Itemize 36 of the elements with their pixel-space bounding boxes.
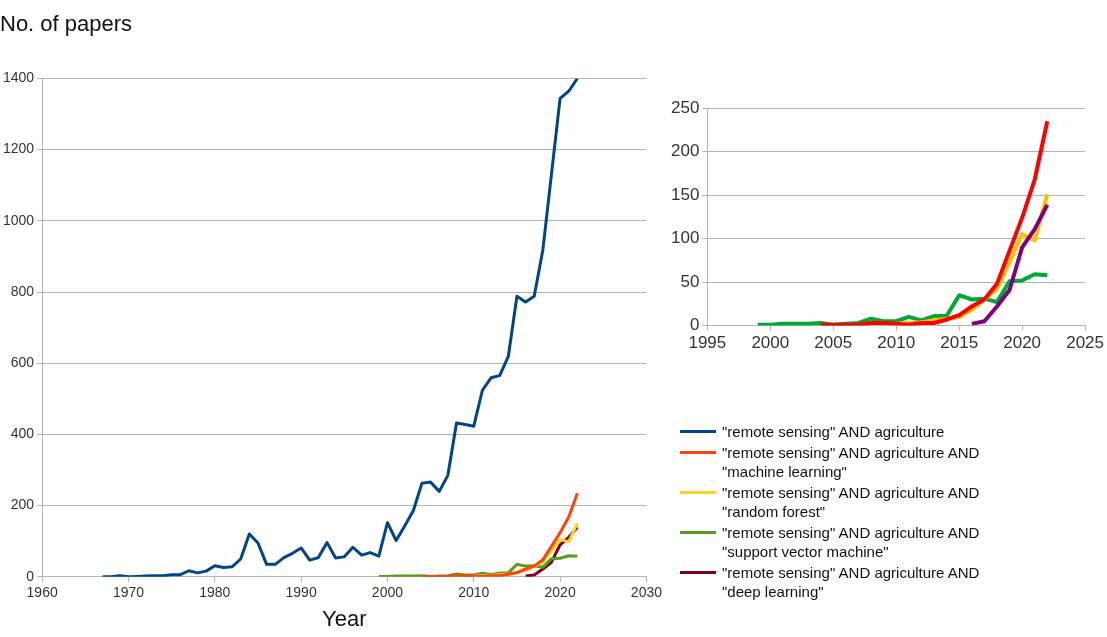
x-tick-label: 2005 bbox=[814, 333, 853, 353]
x-tick-label: 2020 bbox=[544, 584, 576, 601]
y-tick-label: 200 bbox=[10, 496, 35, 513]
x-axis-title: Year bbox=[322, 605, 367, 631]
x-tick-label: 2020 bbox=[1003, 333, 1042, 353]
x-tick-label: 1970 bbox=[112, 584, 145, 601]
legend-label: "remote sensing" AND agriculture AND "support vector machine" bbox=[722, 523, 981, 561]
legend-label: "remote sensing" AND agriculture bbox=[722, 422, 946, 441]
y-tick-label: 400 bbox=[10, 425, 35, 442]
y-tick-label: 1000 bbox=[2, 211, 35, 228]
x-tick-label: 2030 bbox=[630, 584, 663, 601]
x-tick-label: 2010 bbox=[458, 584, 490, 601]
x-tick-label: 1995 bbox=[688, 333, 727, 353]
y-tick-label: 800 bbox=[10, 282, 35, 299]
x-tick-label: 1990 bbox=[285, 584, 317, 601]
x-tick-label: 1960 bbox=[26, 584, 58, 601]
x-tick-label: 2000 bbox=[371, 584, 404, 601]
legend-label: "remote sensing" AND agriculture AND "random forest" bbox=[722, 483, 981, 521]
x-tick-label: 2025 bbox=[1066, 333, 1104, 353]
x-tick-label: 2015 bbox=[940, 333, 979, 353]
y-tick-label: 600 bbox=[10, 354, 35, 371]
y-tick-label: 50 bbox=[680, 271, 700, 291]
y-tick-label: 1400 bbox=[2, 69, 35, 86]
y-axis-title: No. of papers bbox=[0, 11, 133, 37]
y-tick-label: 0 bbox=[26, 567, 35, 584]
y-tick-label: 150 bbox=[670, 184, 700, 204]
y-tick-label: 1200 bbox=[2, 140, 35, 157]
x-tick-label: 1980 bbox=[199, 584, 231, 601]
y-tick-label: 0 bbox=[689, 315, 700, 335]
y-tick-label: 100 bbox=[670, 228, 700, 248]
x-tick-label: 2010 bbox=[877, 333, 916, 353]
legend-label: "remote sensing" AND agriculture AND "deep learning" bbox=[722, 563, 981, 601]
x-tick-label: 2000 bbox=[751, 333, 790, 353]
legend-label: "remote sensing" AND agriculture AND "machine learning" bbox=[722, 443, 981, 481]
y-tick-label: 250 bbox=[670, 97, 700, 117]
y-tick-label: 200 bbox=[670, 141, 700, 161]
